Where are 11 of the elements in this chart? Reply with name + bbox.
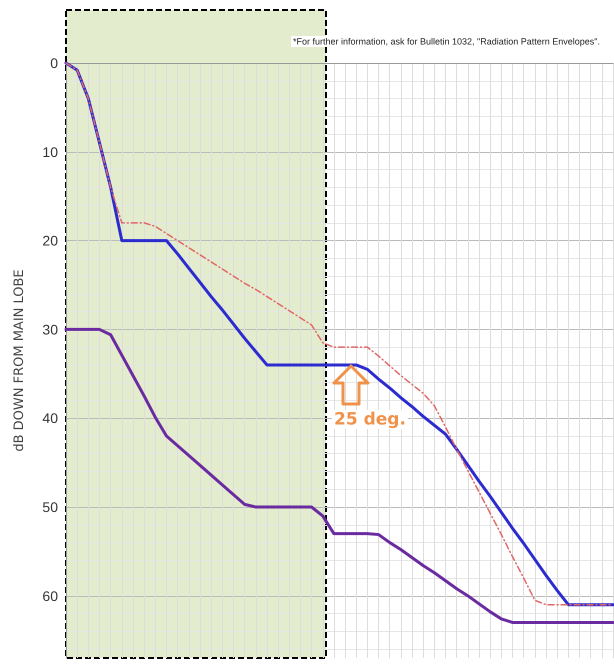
annotation: 25 deg. bbox=[334, 410, 406, 430]
y-tick-label: 30 bbox=[42, 321, 58, 338]
y-tick-label: 10 bbox=[42, 144, 58, 160]
y-tick-label: 60 bbox=[42, 588, 58, 604]
y-tick-label: 50 bbox=[42, 499, 58, 516]
y-axis-title: dB DOWN FROM MAIN LOBE bbox=[12, 269, 27, 452]
text: *For further information, ask for Bulletin 1032, "Radiation Pattern Envelopes". bbox=[292, 36, 600, 46]
y-tick-label: 40 bbox=[42, 410, 58, 426]
line-series bbox=[64, 328, 614, 624]
y-tick-label: 20 bbox=[42, 232, 58, 249]
y-tick-label: 0 bbox=[50, 55, 58, 71]
